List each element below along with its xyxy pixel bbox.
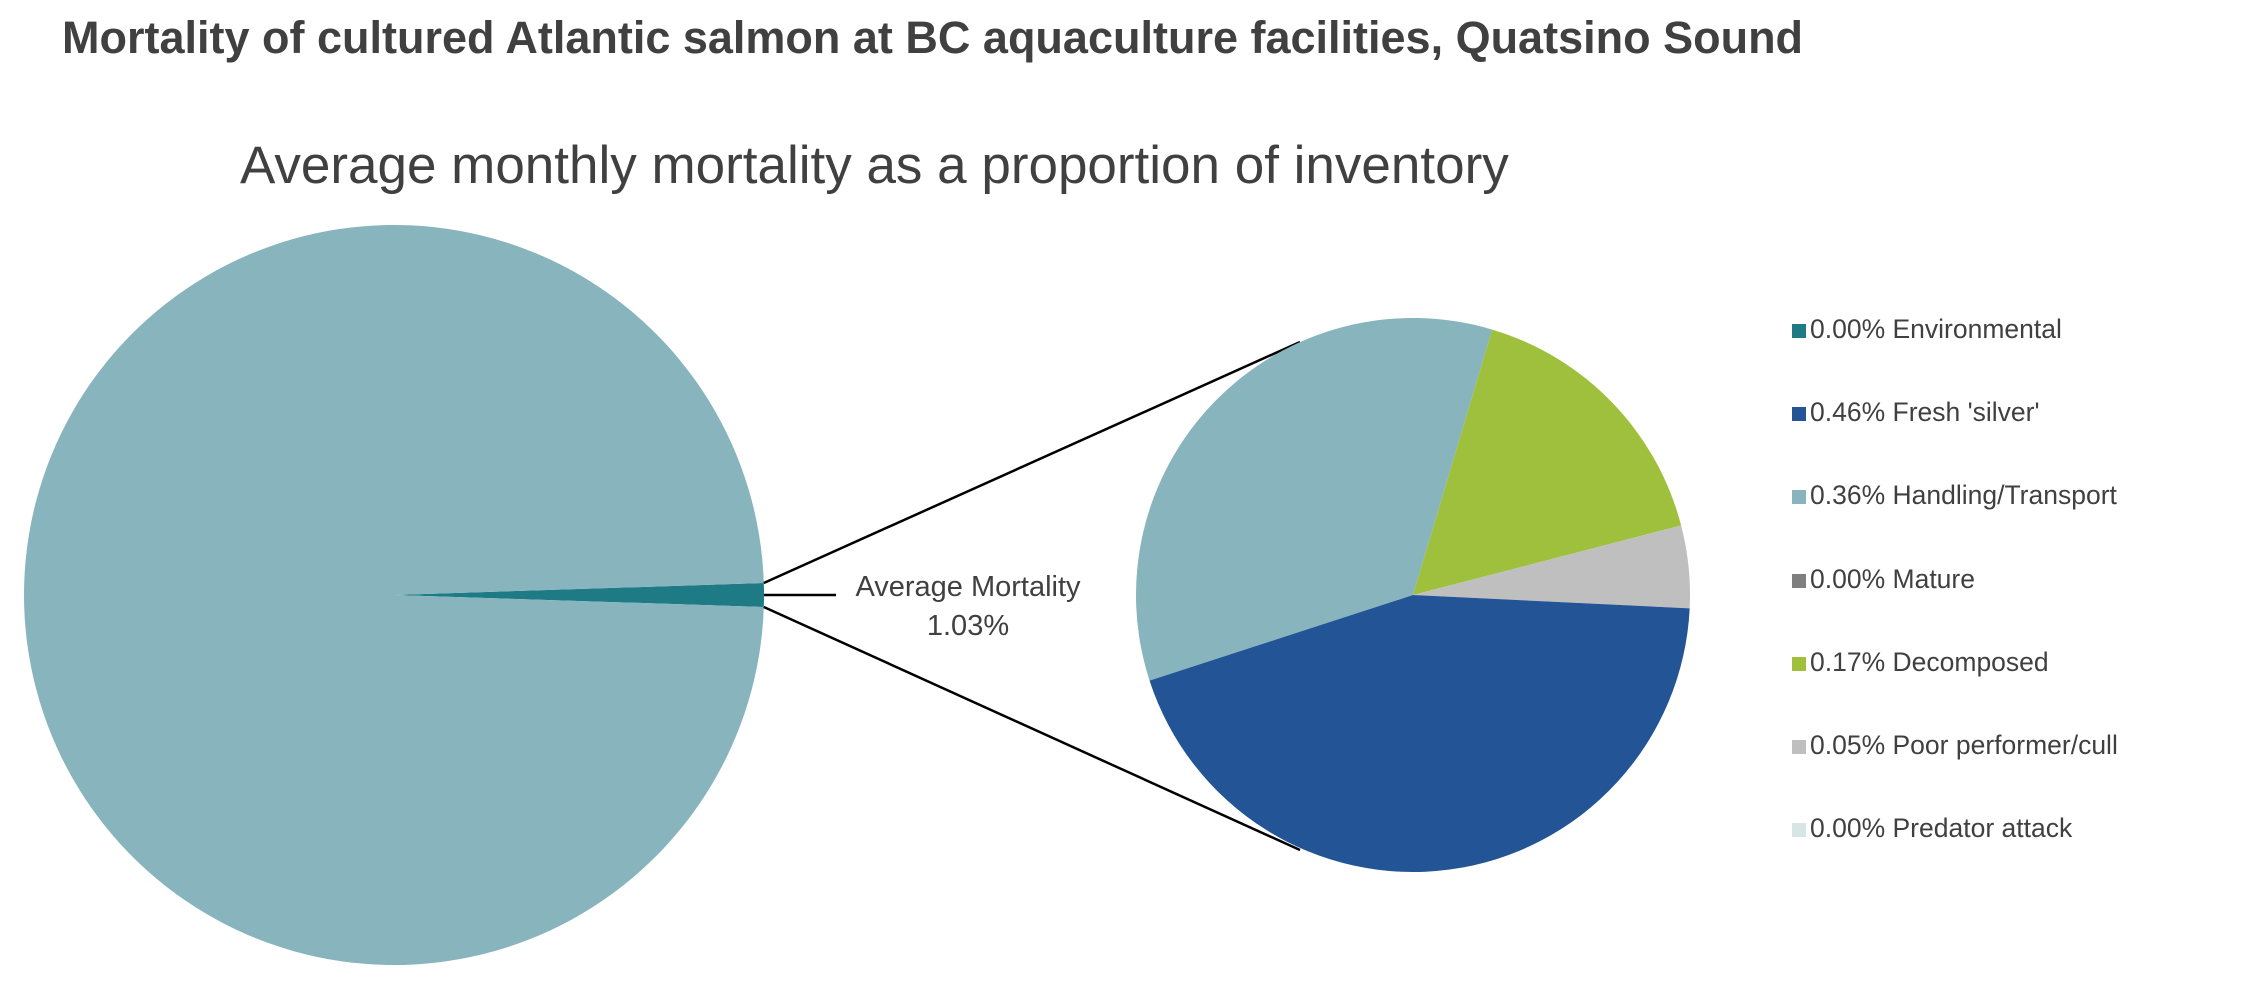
legend-swatch: [1792, 490, 1806, 505]
legend-swatch: [1792, 573, 1806, 588]
legend-swatch: [1792, 324, 1806, 338]
detail-pie-slice-decomposed: [1413, 329, 1682, 595]
detail-pie-slice-poor-performer-cull: [1413, 525, 1690, 609]
legend-swatch: [1792, 739, 1806, 754]
chart-subtitle: Average monthly mortality as a proportio…: [240, 136, 1509, 195]
callout-title: Average Mortality: [855, 571, 1081, 603]
legend-swatch: [1792, 823, 1806, 838]
legend-item: 0.46% Fresh 'silver': [1792, 397, 2118, 480]
detail-pie-slice-fresh-silver: [1149, 595, 1690, 872]
legend-label: 0.36% Handling/Transport: [1810, 480, 2117, 511]
legend-label: 0.00% Mature: [1810, 563, 1975, 594]
legend-item: 0.05% Poor performer/cull: [1792, 730, 2118, 813]
legend-swatch: [1792, 656, 1806, 671]
connector-line-bottom: [763, 605, 1301, 852]
legend-item: 0.36% Handling/Transport: [1792, 480, 2118, 563]
connector-line-top: [763, 340, 1301, 585]
legend-label: 0.17% Decomposed: [1810, 646, 2049, 677]
legend-item: 0.00% Mature: [1792, 564, 2118, 647]
legend-label: 0.00% Predator attack: [1810, 813, 2073, 844]
callout-label: Average Mortality 1.03%: [818, 568, 1118, 646]
main-pie-slice-remaining: [24, 224, 764, 965]
legend-label: 0.46% Fresh 'silver': [1810, 397, 2040, 428]
main-pie-slice-average-mortality: [394, 583, 764, 607]
callout-value: 1.03%: [926, 610, 1010, 642]
legend-swatch: [1792, 407, 1806, 422]
detail-pie-slice-handling-transport: [1136, 318, 1493, 681]
legend-item: 0.00% Environmental: [1792, 314, 2118, 397]
legend-label: 0.00% Environmental: [1810, 314, 2062, 344]
legend-item: 0.17% Decomposed: [1792, 647, 2118, 730]
legend: 0.00% Environmental 0.46% Fresh 'silver' 0…: [1792, 314, 2118, 896]
chart-title: Mortality of cultured Atlantic salmon at…: [62, 12, 1804, 63]
legend-label: 0.05% Poor performer/cull: [1810, 729, 2118, 760]
legend-item: 0.00% Predator attack: [1792, 813, 2118, 896]
